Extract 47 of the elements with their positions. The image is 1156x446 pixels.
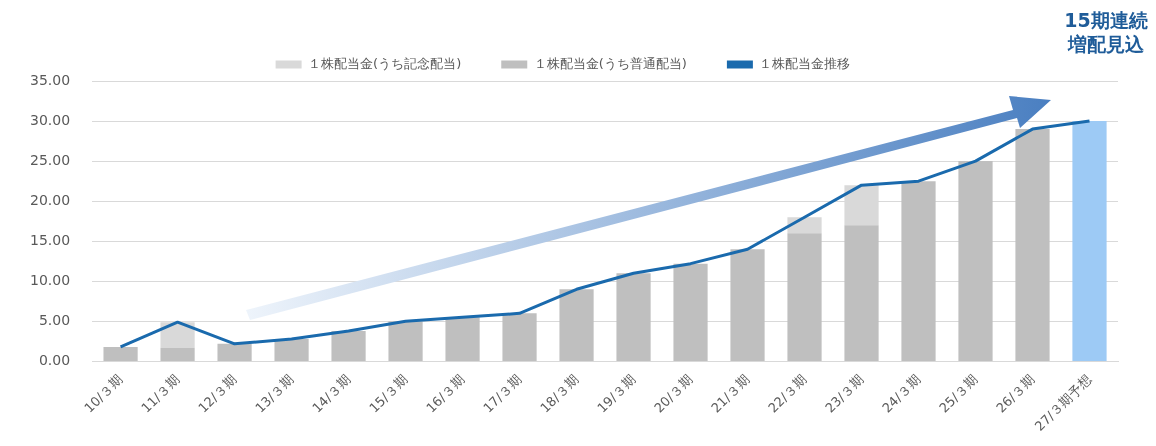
y-tick-label: 25.00 <box>29 151 71 168</box>
x-tick-label: 10/３期 <box>81 371 126 416</box>
legend-label: １株配当金推移 <box>759 55 851 71</box>
bar <box>217 343 252 361</box>
x-tick-label: 25/３期 <box>936 371 981 416</box>
bar <box>502 313 537 361</box>
x-tick-label: 12/３期 <box>195 371 240 416</box>
bar <box>331 330 366 361</box>
bar <box>958 161 993 361</box>
bar <box>730 249 765 361</box>
y-tick-label: 30.00 <box>29 111 71 128</box>
bar <box>274 338 309 361</box>
bar <box>1072 121 1107 361</box>
bar <box>673 263 708 361</box>
x-tick-label: 21/３期 <box>708 371 753 416</box>
bar <box>787 233 822 361</box>
x-tick-label: 17/３期 <box>480 371 525 416</box>
y-tick-label: 0.00 <box>38 352 71 369</box>
x-tick-label: 26/３期 <box>993 371 1038 416</box>
bar <box>844 225 879 361</box>
bar <box>901 181 936 361</box>
x-tick-label: 14/３期 <box>309 371 354 416</box>
bar <box>103 346 138 361</box>
x-tick-label: 16/３期 <box>423 371 468 416</box>
bar <box>445 317 480 361</box>
x-tick-label: 18/３期 <box>537 371 582 416</box>
y-tick-label: 15.00 <box>29 231 71 248</box>
x-tick-label: 22/３期 <box>765 371 810 416</box>
x-tick-label: 11/３期 <box>138 371 183 416</box>
y-tick-label: 5.00 <box>38 311 71 328</box>
bar <box>1015 129 1050 361</box>
y-tick-label: 20.00 <box>29 191 71 208</box>
y-tick-label: 10.00 <box>29 271 71 288</box>
legend-label: １株配当金(うち普通配当) <box>533 55 687 71</box>
bar <box>388 321 423 361</box>
bar <box>559 289 594 361</box>
x-tick-label: 15/３期 <box>366 371 411 416</box>
bar <box>160 347 195 361</box>
x-tick-label: 13/３期 <box>252 371 297 416</box>
x-tick-label: 23/３期 <box>822 371 867 416</box>
text: 15期連続増配見込 <box>1064 8 1148 56</box>
x-tick-label: 24/３期 <box>879 371 924 416</box>
x-tick-label: 20/３期 <box>651 371 696 416</box>
legend-label: １株配当金(うち記念配当) <box>308 55 462 71</box>
x-tick-label: 19/３期 <box>594 371 639 416</box>
bar <box>616 273 651 361</box>
y-tick-label: 35.00 <box>29 71 71 88</box>
